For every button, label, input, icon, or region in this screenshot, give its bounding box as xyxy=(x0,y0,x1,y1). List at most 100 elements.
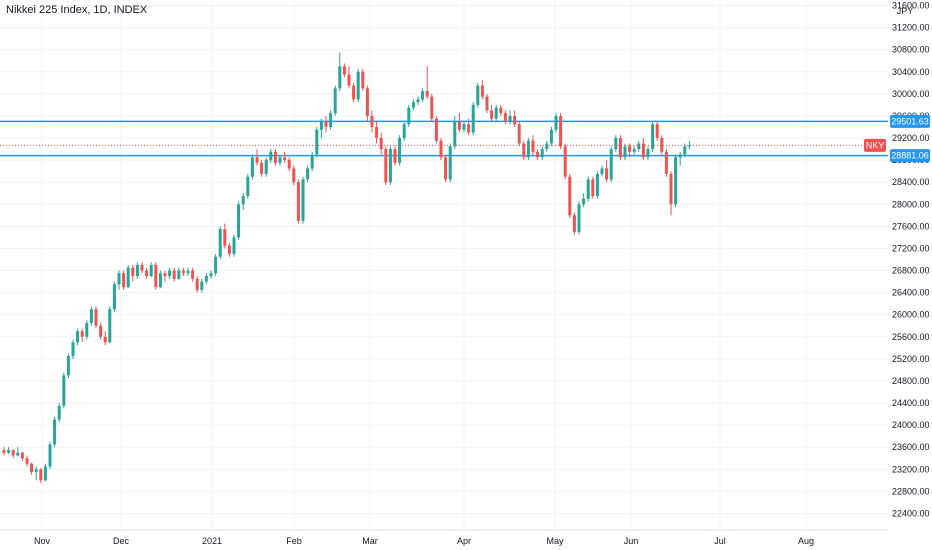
candle-body xyxy=(25,458,29,464)
candle-body xyxy=(370,115,374,127)
candle-body xyxy=(614,138,618,150)
candle-body xyxy=(273,151,277,163)
candle-body xyxy=(683,146,687,155)
candle xyxy=(531,135,535,155)
candle xyxy=(241,193,245,210)
candle-body xyxy=(117,273,121,285)
candle xyxy=(448,143,452,183)
candle-body xyxy=(517,124,521,144)
candle xyxy=(2,447,6,456)
candle-body xyxy=(632,149,636,152)
y-tick-label: 30000.00 xyxy=(892,89,930,99)
candle-body xyxy=(11,449,15,456)
candle-body xyxy=(356,71,360,100)
candle xyxy=(508,110,512,125)
candle-body xyxy=(135,265,139,277)
candle-body xyxy=(57,405,61,420)
candle-body xyxy=(471,104,475,133)
candle xyxy=(149,262,153,278)
chart-title: Nikkei 225 Index, 1D, INDEX xyxy=(6,4,148,16)
candle xyxy=(7,447,11,454)
x-tick-label: Feb xyxy=(286,536,302,546)
candle xyxy=(586,176,590,202)
candle xyxy=(595,171,599,199)
candle xyxy=(388,146,392,185)
candle-body xyxy=(503,113,507,122)
candle-body xyxy=(577,204,581,232)
candle xyxy=(471,102,475,136)
x-tick-label: 2021 xyxy=(202,536,222,546)
candle xyxy=(407,104,411,127)
candle xyxy=(227,242,231,257)
y-tick-label: 22800.00 xyxy=(892,486,930,496)
candle-body xyxy=(347,74,351,86)
candle xyxy=(181,267,185,277)
candle-body xyxy=(591,179,595,196)
candle-body xyxy=(586,179,590,199)
candle xyxy=(476,82,480,108)
y-tick-label: 31200.00 xyxy=(892,23,930,33)
candle xyxy=(577,201,581,235)
candle xyxy=(324,115,328,133)
candle-body xyxy=(467,124,471,133)
candle-body xyxy=(476,85,480,105)
candle xyxy=(623,143,627,161)
candle-body xyxy=(651,124,655,150)
candle xyxy=(273,149,277,166)
candle-body xyxy=(66,356,70,376)
candle xyxy=(145,267,149,279)
x-tick-label: Nov xyxy=(34,536,51,546)
candle-body xyxy=(333,88,337,114)
level-badge xyxy=(890,114,930,128)
candle-body xyxy=(34,469,38,473)
candle xyxy=(34,466,38,481)
candle-body xyxy=(181,270,185,274)
candle-body xyxy=(439,140,443,158)
candle xyxy=(204,273,208,285)
candle-body xyxy=(660,138,664,152)
candle xyxy=(287,157,291,172)
candle xyxy=(11,449,15,459)
candle xyxy=(591,176,595,199)
candle-body xyxy=(485,96,489,111)
candle-body xyxy=(531,140,535,152)
candle xyxy=(651,121,655,152)
candle-body xyxy=(20,452,24,459)
candle-body xyxy=(425,91,429,97)
y-tick-label: 27600.00 xyxy=(892,221,930,231)
x-tick-label: May xyxy=(546,536,564,546)
candle-body xyxy=(388,149,392,183)
candle-body xyxy=(540,149,544,158)
candle-body xyxy=(572,215,576,232)
candle xyxy=(269,149,273,163)
candle-body xyxy=(646,149,650,158)
time-axis[interactable]: Nov Dec 2021 Feb Mar Apr May Jun Jul Aug xyxy=(0,529,888,546)
candle-body xyxy=(687,145,691,147)
candle xyxy=(218,226,222,260)
candle-body xyxy=(71,342,75,357)
price-badges: 29501.63 28881.06 NKY xyxy=(864,114,930,163)
candle-body xyxy=(536,151,540,158)
candle-body xyxy=(655,124,659,139)
candle xyxy=(503,110,507,125)
candle-body xyxy=(554,115,558,130)
candle-body xyxy=(678,154,682,158)
candle-body xyxy=(131,267,135,277)
price-axis[interactable]: 22400.00 22800.00 23200.00 23600.00 24000.00… xyxy=(892,1,930,519)
candle xyxy=(214,253,218,277)
candle xyxy=(255,149,259,166)
candle xyxy=(485,93,489,114)
candle-body xyxy=(269,151,273,161)
candle xyxy=(674,154,678,208)
candlestick-series xyxy=(2,52,691,484)
candle xyxy=(379,132,383,155)
candle xyxy=(559,113,563,150)
horizontal-levels xyxy=(0,120,888,157)
candle xyxy=(646,146,650,161)
candle xyxy=(135,262,139,279)
candle xyxy=(457,113,461,133)
candle-body xyxy=(195,278,199,290)
candle xyxy=(678,151,682,166)
candle xyxy=(177,267,181,280)
